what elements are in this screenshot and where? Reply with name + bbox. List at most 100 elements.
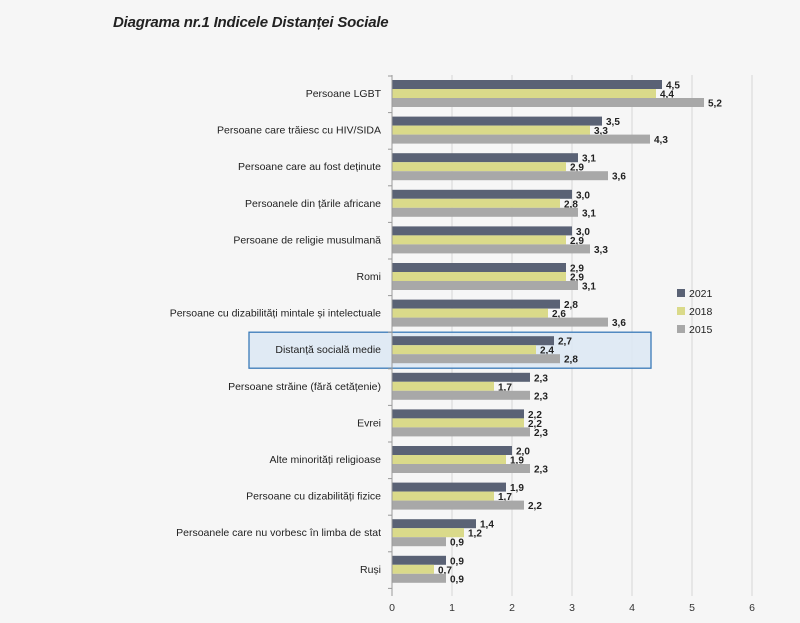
- value-label: 3,1: [582, 208, 596, 219]
- value-label: 5,2: [708, 99, 722, 110]
- value-label: 3,3: [594, 126, 608, 137]
- bar-2018: [392, 491, 494, 501]
- value-label: 1,9: [510, 483, 524, 494]
- value-label: 2,4: [540, 346, 554, 357]
- category-label: Persoanele din țările africane: [245, 198, 381, 210]
- x-tick-label: 0: [389, 602, 395, 614]
- bar-2015: [392, 427, 530, 437]
- category-label: Persoane care au fost deținute: [238, 161, 381, 173]
- value-label: 2,7: [558, 337, 572, 348]
- category-label: Romi: [356, 271, 381, 283]
- category-label: Persoane care trăiesc cu HIV/SIDA: [217, 125, 381, 137]
- bar-2018: [392, 235, 566, 245]
- bar-2018: [392, 198, 560, 208]
- category-label: Persoane cu dizabilități mintale și inte…: [170, 308, 381, 320]
- x-tick-label: 4: [629, 602, 635, 614]
- bar-2021: [392, 372, 530, 382]
- value-label: 2,3: [534, 465, 548, 476]
- value-label: 1,9: [510, 456, 524, 467]
- category-label: Persoane cu dizabilități fizice: [246, 491, 381, 503]
- value-label: 2,2: [528, 501, 542, 512]
- x-tick-label: 5: [689, 602, 695, 614]
- value-label: 4,3: [654, 135, 668, 146]
- value-label: 0,9: [450, 574, 464, 585]
- legend-label-2015: 2015: [689, 324, 713, 336]
- bar-2015: [392, 354, 560, 364]
- bar-2015: [392, 464, 530, 473]
- bar-2015: [392, 573, 446, 583]
- bar-2021: [392, 482, 506, 492]
- legend-swatch-2021: [677, 289, 685, 297]
- bar-2018: [392, 272, 566, 281]
- category-label: Alte minorități religioase: [270, 454, 382, 466]
- bar-2021: [392, 189, 572, 199]
- value-label: 3,6: [612, 172, 626, 183]
- value-label: 2,9: [570, 264, 584, 275]
- value-label: 1,7: [498, 382, 512, 393]
- value-label: 2,9: [570, 163, 584, 174]
- category-label: Persoanele care nu vorbesc în limba de s…: [176, 527, 381, 539]
- value-label: 2,2: [528, 419, 542, 430]
- bar-2015: [392, 134, 650, 144]
- value-label: 4,5: [666, 81, 680, 92]
- bar-2018: [392, 564, 434, 574]
- value-label: 2,9: [570, 273, 584, 284]
- value-label: 2,8: [564, 300, 578, 311]
- value-label: 3,3: [594, 245, 608, 256]
- value-label: 2,3: [534, 391, 548, 402]
- value-label: 4,4: [660, 90, 674, 101]
- value-label: 2,3: [534, 373, 548, 384]
- bar-2021: [392, 409, 524, 419]
- category-label: Persoane LGBT: [306, 88, 382, 100]
- value-label: 3,1: [582, 282, 596, 293]
- value-label: 0,7: [438, 565, 452, 576]
- bar-2018: [392, 308, 548, 318]
- bar-2021: [392, 555, 446, 565]
- value-label: 2,2: [528, 410, 542, 421]
- value-label: 1,2: [468, 529, 482, 540]
- x-tick-label: 3: [569, 602, 575, 614]
- value-label: 1,4: [480, 520, 494, 531]
- bar-2018: [392, 125, 590, 135]
- bar-2021: [392, 263, 566, 272]
- value-label: 3,5: [606, 117, 620, 128]
- value-label: 0,9: [450, 556, 464, 567]
- bar-2015: [392, 390, 530, 400]
- bar-2021: [392, 116, 602, 126]
- bar-2015: [392, 500, 524, 510]
- chart-title: Diagrama nr.1 Indicele Distanței Sociale: [113, 14, 389, 31]
- bar-2015: [392, 207, 578, 217]
- category-label: Ruși: [360, 564, 381, 576]
- bar-2018: [392, 89, 656, 98]
- bar-2015: [392, 281, 578, 290]
- bar-2015: [392, 317, 608, 327]
- bar-2018: [392, 455, 506, 464]
- bar-2021: [392, 519, 476, 529]
- value-label: 2,3: [534, 428, 548, 439]
- legend-label-2021: 2021: [689, 288, 713, 300]
- value-label: 3,1: [582, 154, 596, 165]
- value-label: 2,6: [552, 309, 566, 320]
- bar-2021: [392, 80, 662, 89]
- bar-2018: [392, 418, 524, 428]
- bar-2021: [392, 226, 572, 236]
- bar-2015: [392, 98, 704, 107]
- x-tick-label: 6: [749, 602, 755, 614]
- bar-2015: [392, 244, 590, 254]
- x-tick-label: 1: [449, 602, 455, 614]
- value-label: 2,0: [516, 447, 530, 458]
- value-label: 2,9: [570, 236, 584, 247]
- value-label: 2,8: [564, 355, 578, 366]
- bar-2015: [392, 537, 446, 547]
- legend-swatch-2018: [677, 307, 685, 315]
- bar-2021: [392, 153, 578, 163]
- value-label: 0,9: [450, 538, 464, 549]
- bar-2018: [392, 381, 494, 391]
- bar-2021: [392, 446, 512, 455]
- bar-2015: [392, 171, 608, 181]
- category-label: Persoane de religie musulmană: [233, 234, 381, 246]
- bar-2018: [392, 528, 464, 538]
- bar-2021: [392, 336, 554, 346]
- legend-label-2018: 2018: [689, 306, 713, 318]
